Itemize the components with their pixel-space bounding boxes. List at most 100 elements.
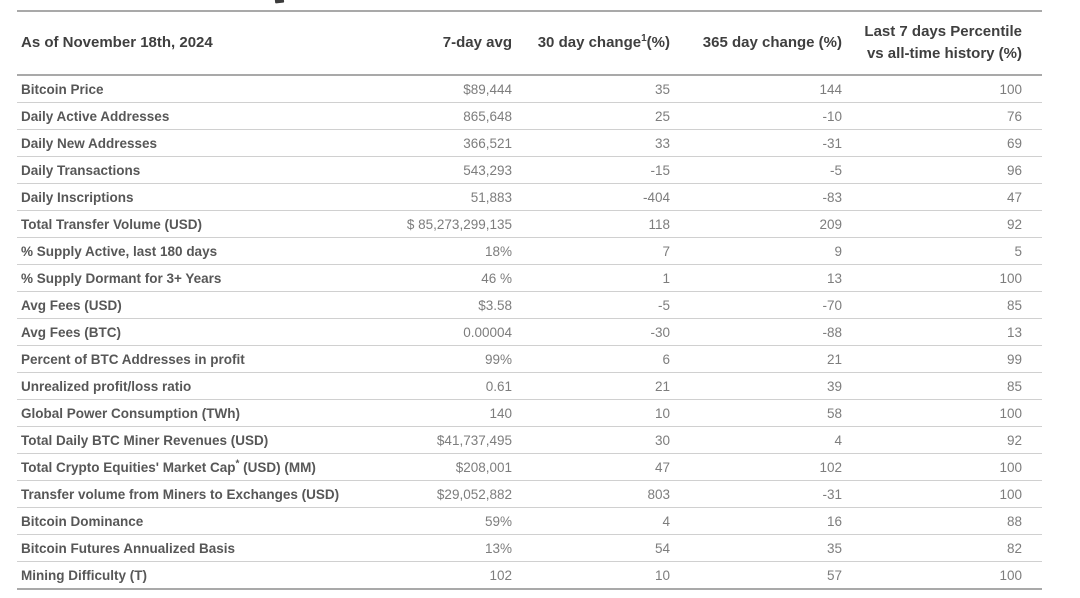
chg30-cell: 7 [512, 237, 670, 265]
table-row: Global Power Consumption (TWh) 140 10 58 100 [17, 399, 1042, 427]
table-row: Bitcoin Price $89,444 35 144 100 [17, 75, 1042, 103]
chg365-cell: 58 [670, 399, 842, 427]
chg365-cell: 4 [670, 426, 842, 454]
chg30-cell: 30 [512, 426, 670, 454]
header-30-day-change: 30 day change1(%) [512, 11, 670, 76]
chg30-cell: 10 [512, 399, 670, 427]
chg30-cell: 10 [512, 561, 670, 590]
table-row: Avg Fees (USD) $3.58 -5 -70 85 [17, 291, 1042, 319]
header-30-day-change-text: 30 day change [537, 34, 642, 52]
chg30-cell: 25 [512, 102, 670, 130]
chg30-cell: -404 [512, 183, 670, 211]
table-row: Total Transfer Volume (USD) $ 85,273,299,… [17, 210, 1042, 238]
pctile-cell: 85 [842, 291, 1042, 319]
chg365-cell: 209 [670, 210, 842, 238]
table-body: Bitcoin Price $89,444 35 144 100 Daily Active… [17, 75, 1042, 590]
header-365-day-change: 365 day change (%) [670, 11, 842, 76]
table-row: Avg Fees (BTC) 0.00004 -30 -88 13 [17, 318, 1042, 346]
pctile-cell: 92 [842, 426, 1042, 454]
avg7-cell: 13% [392, 534, 512, 562]
pctile-cell: 100 [842, 399, 1042, 427]
pctile-cell: 85 [842, 372, 1042, 400]
pctile-cell: 100 [842, 561, 1042, 590]
table-row: Mining Difficulty (T) 102 10 57 100 [17, 561, 1042, 590]
metric-cell: Unrealized profit/loss ratio [17, 372, 392, 400]
footnote-marker-asterisk: * [235, 458, 240, 469]
chg30-cell: -30 [512, 318, 670, 346]
avg7-cell: $41,737,495 [392, 426, 512, 454]
chg30-cell: 54 [512, 534, 670, 562]
pctile-cell: 13 [842, 318, 1042, 346]
chg365-cell: 102 [670, 453, 842, 481]
avg7-cell: 99% [392, 345, 512, 373]
chg30-cell: 118 [512, 210, 670, 238]
pctile-cell: 76 [842, 102, 1042, 130]
avg7-cell: 59% [392, 507, 512, 535]
metric-cell: Percent of BTC Addresses in profit [17, 345, 392, 373]
chg30-cell: -5 [512, 291, 670, 319]
pctile-cell: 100 [842, 264, 1042, 292]
chg365-cell: -31 [670, 480, 842, 508]
avg7-cell: 0.00004 [392, 318, 512, 346]
avg7-cell: 865,648 [392, 102, 512, 130]
table-row: Total Daily BTC Miner Revenues (USD) $41,… [17, 426, 1042, 454]
chg30-cell: 21 [512, 372, 670, 400]
metrics-table-container: As of November 18th, 2024 7-day avg 30 d… [17, 10, 1042, 590]
metric-cell: Daily New Addresses [17, 129, 392, 157]
avg7-cell: 46 % [392, 264, 512, 292]
chg365-cell: 9 [670, 237, 842, 265]
chg365-cell: -10 [670, 102, 842, 130]
pctile-cell: 100 [842, 75, 1042, 103]
metric-cell: Daily Active Addresses [17, 102, 392, 130]
table-row: Bitcoin Dominance 59% 4 16 88 [17, 507, 1042, 535]
chg365-cell: 57 [670, 561, 842, 590]
header-percentile: Last 7 days Percentile vs all-time histor… [842, 11, 1042, 76]
pctile-cell: 82 [842, 534, 1042, 562]
metric-cell: Bitcoin Price [17, 75, 392, 103]
avg7-cell: $3.58 [392, 291, 512, 319]
chg365-cell: -83 [670, 183, 842, 211]
avg7-cell: 0.61 [392, 372, 512, 400]
table-row: Unrealized profit/loss ratio 0.61 21 39 85 [17, 372, 1042, 400]
chg30-cell: 35 [512, 75, 670, 103]
metric-cell: Bitcoin Dominance [17, 507, 392, 535]
metric-cell: % Supply Active, last 180 days [17, 237, 392, 265]
metric-cell: Transfer volume from Miners to Exchanges… [17, 480, 392, 508]
pctile-cell: 47 [842, 183, 1042, 211]
chg365-cell: 16 [670, 507, 842, 535]
pctile-cell: 100 [842, 453, 1042, 481]
chg365-cell: -88 [670, 318, 842, 346]
table-row: % Supply Active, last 180 days 18% 7 9 5 [17, 237, 1042, 265]
chg365-cell: -31 [670, 129, 842, 157]
chg365-cell: 13 [670, 264, 842, 292]
avg7-cell: $89,444 [392, 75, 512, 103]
metric-cell: Daily Inscriptions [17, 183, 392, 211]
avg7-cell: $29,052,882 [392, 480, 512, 508]
metric-cell: Avg Fees (USD) [17, 291, 392, 319]
avg7-cell: 18% [392, 237, 512, 265]
metric-cell: Avg Fees (BTC) [17, 318, 392, 346]
avg7-cell: 102 [392, 561, 512, 590]
chg365-cell: 35 [670, 534, 842, 562]
table-row: Transfer volume from Miners to Exchanges… [17, 480, 1042, 508]
table-row: Daily Inscriptions 51,883 -404 -83 47 [17, 183, 1042, 211]
header-row: As of November 18th, 2024 7-day avg 30 d… [17, 11, 1042, 76]
chg365-cell: 144 [670, 75, 842, 103]
metric-cell: % Supply Dormant for 3+ Years [17, 264, 392, 292]
table-row: Bitcoin Futures Annualized Basis 13% 54 35 8… [17, 534, 1042, 562]
metric-cell: Total Crypto Equities' Market Cap* (USD)… [17, 453, 392, 481]
header-percentile-line2: vs all-time history (%) [866, 45, 1022, 62]
metric-cell: Mining Difficulty (T) [17, 561, 392, 590]
header-as-of-date: As of November 18th, 2024 [17, 11, 392, 76]
avg7-cell: 140 [392, 399, 512, 427]
chg30-cell: 803 [512, 480, 670, 508]
footnote-marker-1: 1 [641, 33, 647, 45]
pctile-cell: 92 [842, 210, 1042, 238]
avg7-cell: $208,001 [392, 453, 512, 481]
metric-cell: Total Daily BTC Miner Revenues (USD) [17, 426, 392, 454]
chg365-cell: 21 [670, 345, 842, 373]
chg30-cell: 6 [512, 345, 670, 373]
chg365-cell: -5 [670, 156, 842, 184]
metrics-table: As of November 18th, 2024 7-day avg 30 d… [17, 10, 1042, 590]
chg30-cell: 33 [512, 129, 670, 157]
